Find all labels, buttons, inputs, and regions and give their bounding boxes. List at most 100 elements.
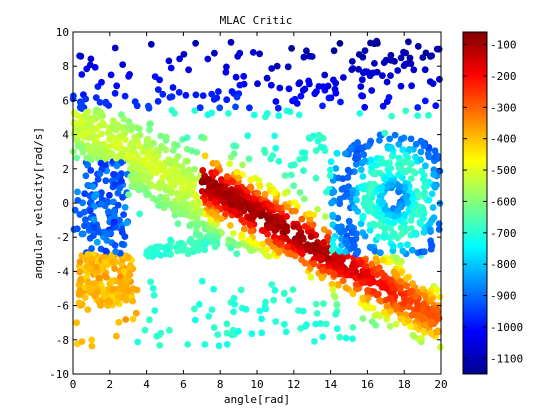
scatter-point	[350, 324, 357, 331]
scatter-point	[148, 41, 155, 48]
scatter-point	[295, 307, 302, 314]
scatter-point	[91, 224, 98, 231]
scatter-point	[76, 291, 83, 298]
scatter-point	[325, 255, 332, 262]
scatter-point	[386, 171, 393, 178]
scatter-point	[309, 53, 316, 60]
scatter-point	[166, 327, 173, 334]
scatter-point	[422, 292, 429, 299]
scatter-point	[195, 247, 202, 254]
scatter-point	[202, 152, 209, 159]
scatter-point	[202, 241, 209, 248]
scatter-point	[428, 246, 435, 253]
scatter-point	[432, 184, 439, 191]
scatter-point	[288, 172, 295, 179]
scatter-point	[427, 226, 434, 233]
x-tick-label: 16	[361, 378, 374, 391]
scatter-point	[146, 126, 153, 133]
x-tick-label: 14	[324, 378, 338, 391]
scatter-point	[234, 94, 241, 101]
scatter-point	[421, 142, 428, 149]
colorbar-tick-label: -700	[490, 227, 517, 240]
scatter-point	[387, 258, 394, 265]
scatter-point	[301, 196, 308, 203]
scatter-point	[141, 187, 148, 194]
scatter-point	[260, 211, 267, 218]
scatter-point	[159, 91, 166, 98]
scatter-point	[325, 83, 332, 90]
scatter-point	[398, 231, 405, 238]
scatter-point	[169, 93, 176, 100]
scatter-point	[213, 213, 220, 220]
scatter-point	[428, 330, 435, 337]
scatter-point	[386, 94, 393, 101]
scatter-point	[315, 138, 322, 145]
scatter-point	[388, 113, 395, 120]
scatter-point	[275, 112, 282, 119]
scatter-point	[228, 39, 235, 46]
scatter-point	[259, 241, 266, 248]
scatter-point	[272, 287, 279, 294]
scatter-point	[417, 156, 424, 163]
scatter-point	[320, 239, 327, 246]
scatter-point	[85, 279, 92, 286]
scatter-point	[126, 271, 133, 278]
scatter-point	[96, 275, 103, 282]
scatter-point	[205, 313, 212, 320]
scatter-point	[155, 153, 162, 160]
scatter-point	[216, 342, 223, 349]
scatter-point	[425, 112, 432, 119]
y-tick-label: 0	[62, 197, 69, 210]
scatter-point	[420, 207, 427, 214]
scatter-point	[147, 279, 154, 286]
scatter-point	[122, 93, 129, 100]
scatter-point	[224, 173, 231, 180]
scatter-point	[226, 192, 233, 199]
scatter-point	[340, 74, 347, 81]
scatter-point	[164, 159, 171, 166]
scatter-point	[270, 297, 277, 304]
scatter-point	[299, 250, 306, 257]
scatter-point	[262, 191, 269, 198]
scatter-point	[404, 241, 411, 248]
scatter-point	[231, 295, 238, 302]
scatter-point	[241, 81, 248, 88]
scatter-point	[156, 342, 163, 349]
scatter-point	[122, 233, 129, 240]
scatter-point	[148, 165, 155, 172]
scatter-point	[388, 296, 395, 303]
scatter-point	[336, 258, 343, 265]
scatter-point	[230, 308, 237, 315]
scatter-point	[413, 312, 420, 319]
scatter-point	[413, 141, 420, 148]
scatter-point	[186, 167, 193, 174]
scatter-point	[342, 248, 349, 255]
scatter-point	[95, 176, 102, 183]
scatter-point	[73, 319, 80, 326]
scatter-point	[93, 108, 100, 115]
scatter-point	[130, 154, 137, 161]
scatter-point	[206, 201, 213, 208]
scatter-point	[76, 269, 83, 276]
scatter-point	[247, 222, 254, 229]
scatter-point	[160, 145, 167, 152]
scatter-point	[337, 40, 344, 47]
scatter-point	[276, 85, 283, 92]
scatter-point	[414, 104, 421, 111]
scatter-point	[227, 222, 234, 229]
scatter-point	[274, 204, 281, 211]
scatter-point	[292, 199, 299, 206]
colorbar-tick-label: -500	[490, 164, 517, 177]
scatter-point	[307, 135, 314, 142]
scatter-point	[434, 46, 441, 53]
scatter-point	[254, 80, 261, 87]
scatter-point	[382, 206, 389, 213]
scatter-point	[328, 200, 335, 207]
scatter-point	[91, 216, 98, 223]
scatter-point	[290, 223, 297, 230]
scatter-point	[406, 296, 413, 303]
scatter-point	[97, 99, 104, 106]
scatter-point	[253, 210, 260, 217]
scatter-point	[333, 90, 340, 97]
scatter-point	[426, 197, 433, 204]
